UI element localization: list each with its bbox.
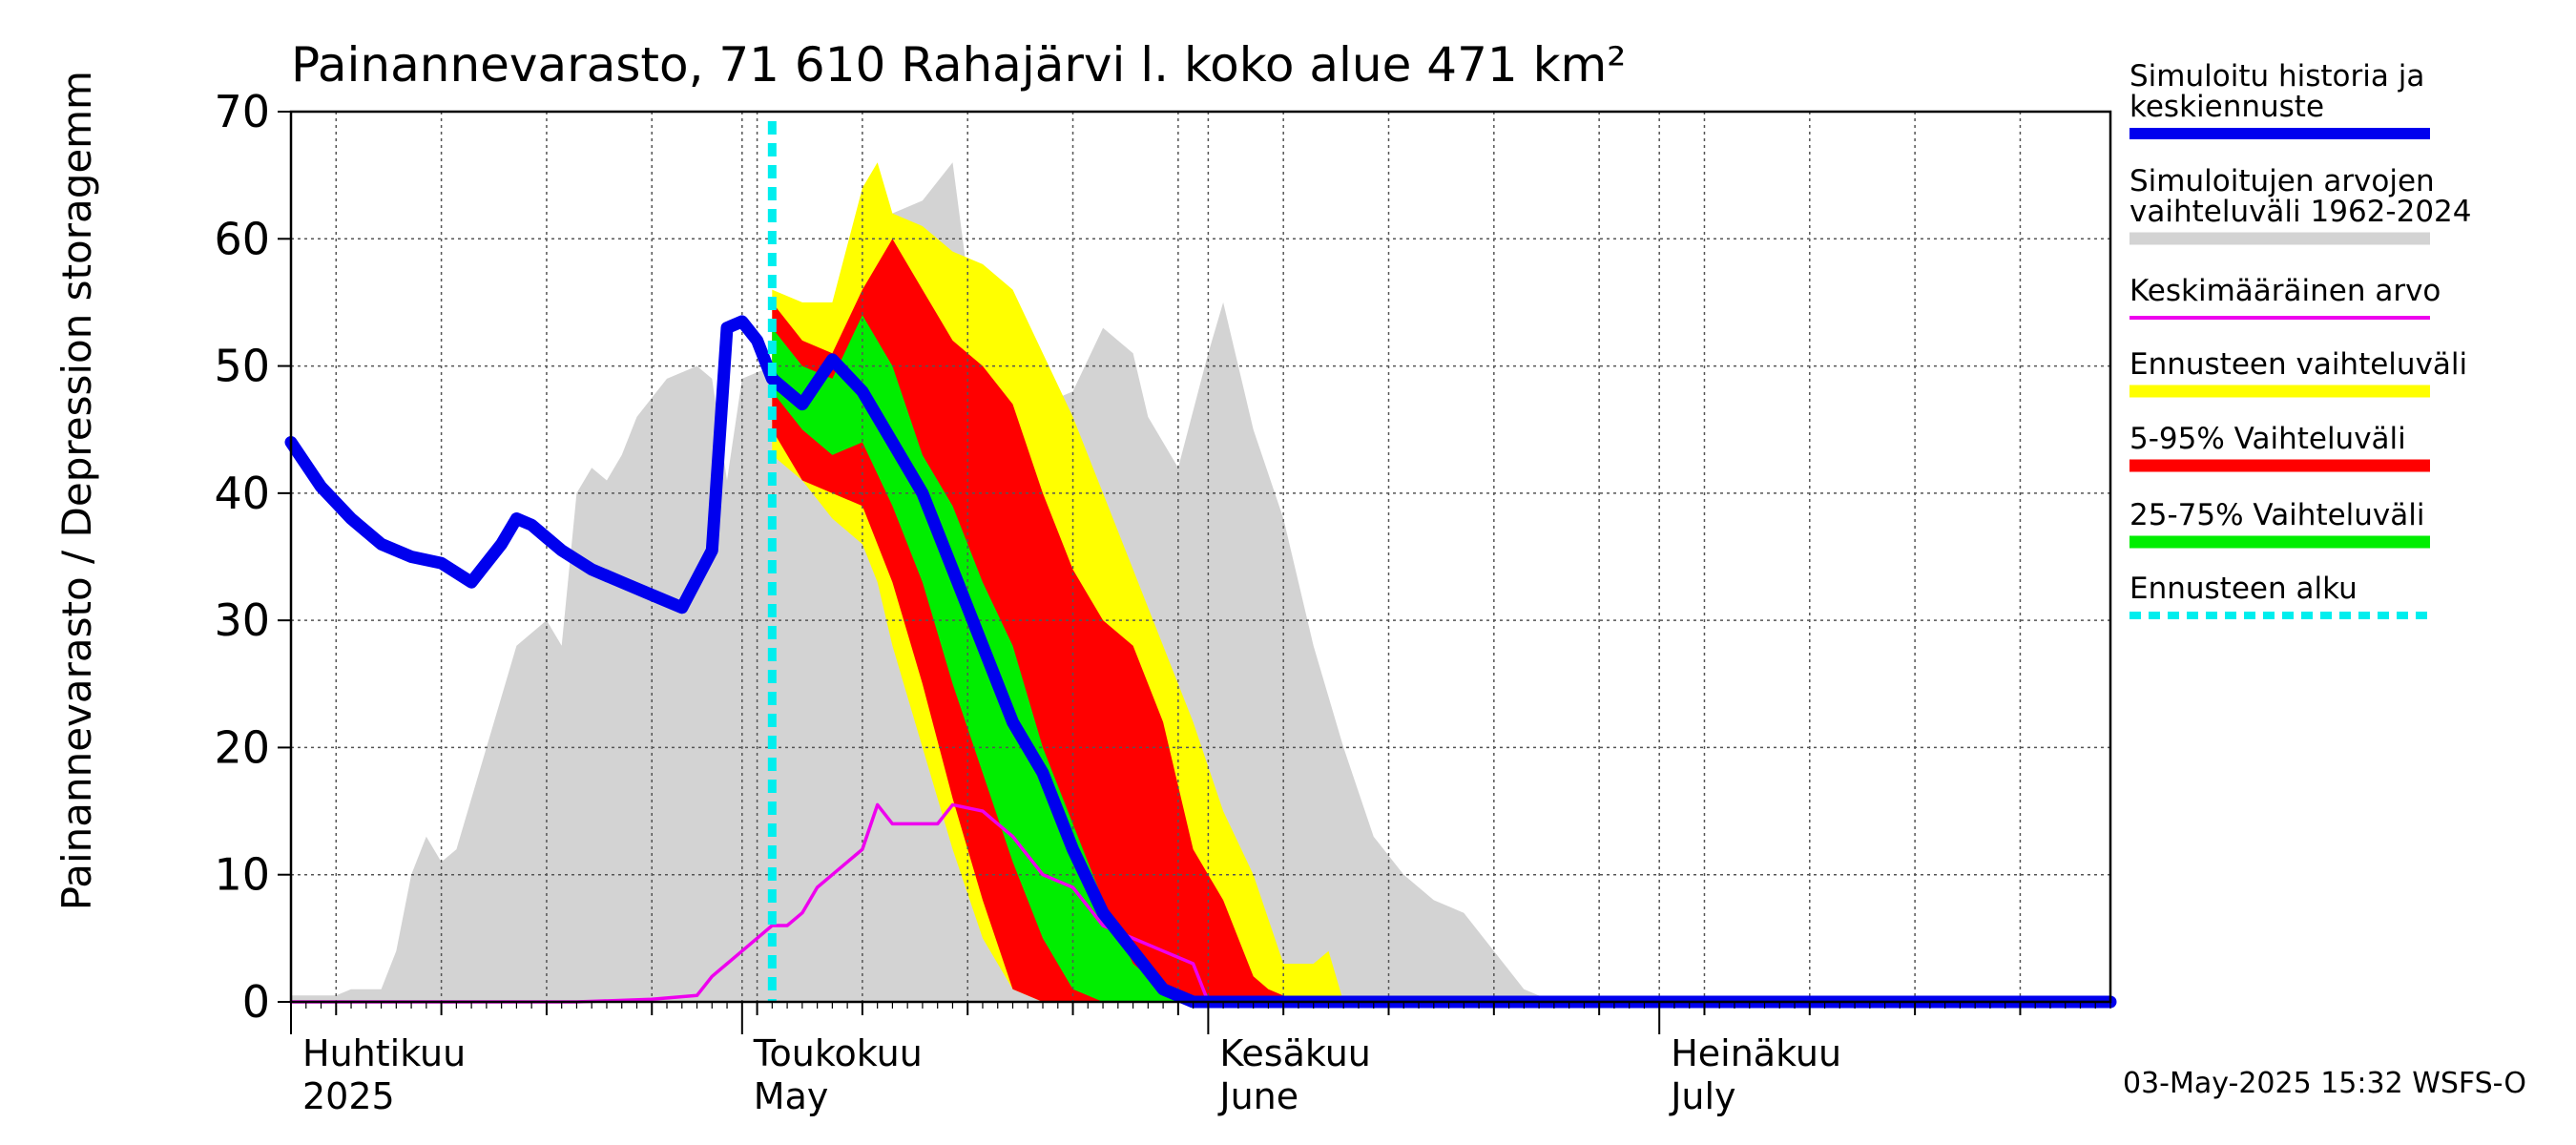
y-tick-label: 50 [214,341,270,392]
chart-bands [291,162,2110,1003]
legend-label: Simuloitu historia ja keskiennuste [2129,59,2424,124]
month-label: Toukokuu [753,1032,923,1074]
y-axis-label: Painannevarasto / Depression storage [53,149,100,910]
chart-grid [291,112,2110,1002]
legend-label: Ennusteen vaihteluväli [2129,347,2467,382]
legend-label: 5-95% Vaihteluväli [2129,422,2406,456]
legend-label: Keskimääräinen arvo [2129,274,2441,308]
chart-title: Painannevarasto, 71 610 Rahajärvi l. kok… [291,37,1626,93]
y-axis-unit: mm [53,71,100,149]
chart-legend: Simuloitu historia ja keskiennuste Simuloi… [2129,59,2471,619]
month-label: Heinäkuu [1671,1032,1841,1074]
band-simuloitujen-arvojen-vaihteluv-li-1962-2024 [291,162,2110,1003]
y-tick-label: 30 [214,594,270,646]
y-tick-label: 70 [214,86,270,137]
month-sublabel: 2025 [302,1075,395,1117]
month-sublabel: June [1217,1075,1298,1117]
legend-label: Simuloitujen arvojen vaihteluväli 1962-20… [2129,164,2471,229]
legend-label: Ennusteen alku [2129,572,2358,606]
month-label: Kesäkuu [1219,1032,1371,1074]
month-sublabel: July [1669,1075,1735,1117]
y-tick-label: 60 [214,213,270,264]
footer-timestamp: 03-May-2025 15:32 WSFS-O [2123,1067,2526,1100]
y-tick-label: 10 [214,849,270,901]
y-tick-label: 40 [214,468,270,519]
month-label: Huhtikuu [302,1032,466,1074]
y-tick-label: 0 [242,976,270,1028]
chart-lines [284,121,2117,1009]
y-tick-label: 20 [214,721,270,773]
month-sublabel: May [754,1075,829,1117]
line-simuloitu-historia-ja-keskiennuste [284,315,2117,1009]
legend-label: 25-75% Vaihteluväli [2129,498,2425,532]
plot-frame [289,110,2112,1004]
